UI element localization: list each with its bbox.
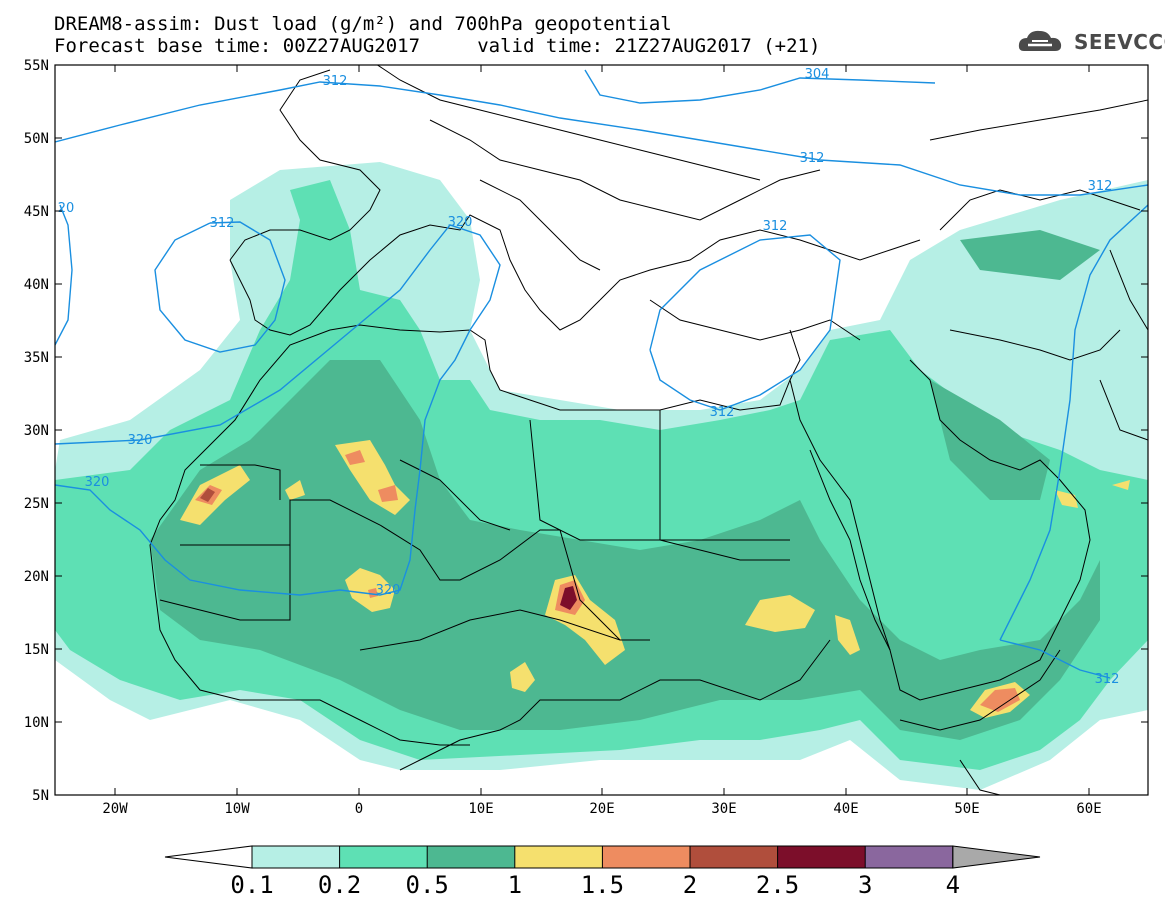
colorbar-bin	[252, 846, 340, 868]
lon-label: 60E	[1076, 801, 1101, 817]
lon-label: 0	[355, 801, 363, 817]
colorbar-label: 0.2	[318, 871, 361, 899]
colorbar-bin	[777, 846, 866, 868]
coastlines	[149, 65, 1148, 795]
lat-label: 5N	[32, 788, 49, 804]
logo-text: SEEVCCC	[1074, 30, 1165, 54]
lon-label: 30E	[711, 801, 736, 817]
lon-label: 40E	[833, 801, 858, 817]
lon-label: 10E	[468, 801, 493, 817]
lat-label: 45N	[24, 204, 49, 220]
contour-label: 320	[128, 433, 153, 448]
contour-label: 320	[85, 475, 110, 490]
colorbar-above-triangle	[952, 845, 1041, 869]
lat-label: 30N	[24, 423, 49, 439]
lat-label: 20N	[24, 569, 49, 585]
geopotential-contours	[55, 69, 1148, 679]
lat-label: 35N	[24, 350, 49, 366]
lat-label: 55N	[24, 58, 49, 74]
lat-label: 25N	[24, 496, 49, 512]
lon-label: 50E	[954, 801, 979, 817]
colorbar-bin	[602, 846, 690, 868]
colorbar-label: 0.1	[230, 871, 273, 899]
cloud-icon	[1018, 30, 1062, 51]
colorbar-bin	[690, 846, 778, 868]
tick-marks	[55, 64, 1148, 795]
colorbar-label: 1	[508, 871, 522, 899]
contour-label: 312	[763, 219, 788, 234]
dust-fields	[55, 65, 1148, 795]
lon-axis-labels: 20W 10W 0 10E 20E 30E 40E 50E 60E	[102, 801, 1101, 817]
contour-label: 312	[710, 405, 735, 420]
contour-labels: 312 304 312 312 320 312 312 312 320 320 …	[58, 67, 1120, 687]
colorbar-below-triangle	[164, 845, 253, 869]
contour-label: 312	[323, 74, 348, 89]
colorbar-label: 3	[858, 871, 872, 899]
colorbar-bin	[427, 846, 515, 868]
lon-label: 20W	[102, 801, 128, 817]
lat-label: 50N	[24, 131, 49, 147]
map-title-line1: DREAM8-assim: Dust load (g/m²) and 700hP…	[54, 13, 672, 35]
contour-label: 304	[805, 67, 830, 82]
lon-label: 20E	[589, 801, 614, 817]
contour-label: 312	[1095, 672, 1120, 687]
lon-label: 10W	[224, 801, 250, 817]
contour-label: 312	[800, 151, 825, 166]
map-title-line2: Forecast base time: 00Z27AUG2017 valid t…	[54, 35, 821, 57]
contour-label: 312	[210, 216, 235, 231]
colorbar-label: 0.5	[406, 871, 449, 899]
colorbar-bin	[339, 846, 428, 868]
contour-label: 320	[376, 583, 401, 598]
lat-label: 40N	[24, 277, 49, 293]
lat-axis-labels: 55N 50N 45N 40N 35N 30N 25N 20N 15N 10N …	[24, 58, 49, 804]
colorbar-label: 2.5	[756, 871, 799, 899]
lat-label: 15N	[24, 642, 49, 658]
lat-label: 10N	[24, 715, 49, 731]
contour-label: 320	[448, 215, 473, 230]
colorbar-bin	[865, 846, 953, 868]
colorbar-label: 1.5	[581, 871, 624, 899]
colorbar-label: 2	[683, 871, 697, 899]
contour-label: 20	[58, 201, 75, 216]
contour-label: 312	[1088, 179, 1113, 194]
colorbar: 0.1 0.2 0.5 1 1.5 2 2.5 3 4	[164, 845, 1041, 899]
colorbar-bin	[514, 846, 603, 868]
colorbar-label: 4	[946, 871, 960, 899]
